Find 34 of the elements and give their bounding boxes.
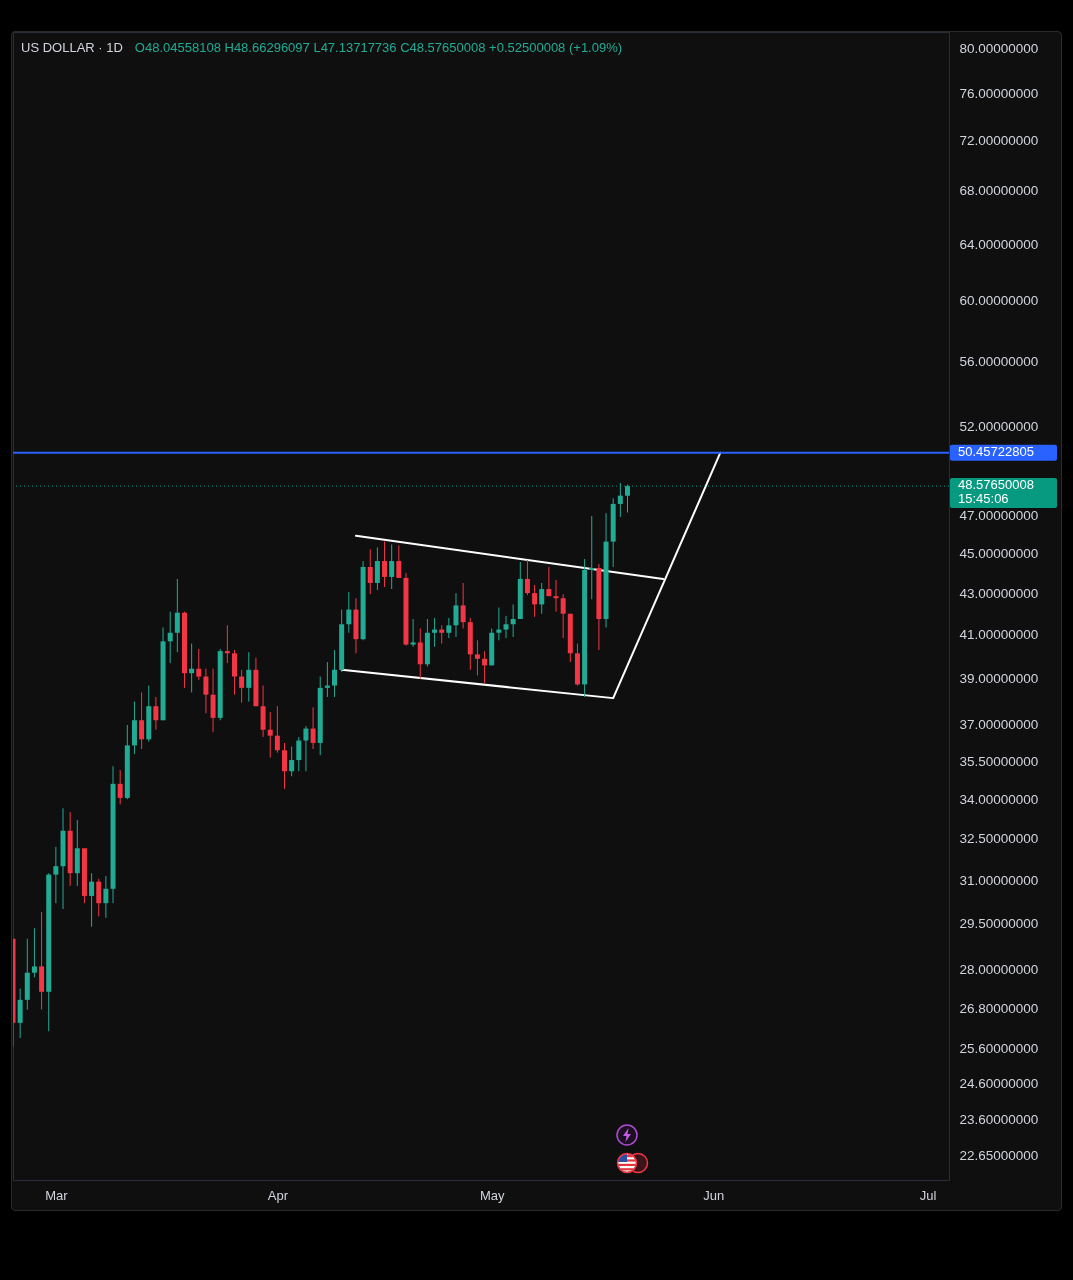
- y-tick-label: 64.00000000: [959, 236, 1039, 252]
- y-tick-label: 26.80000000: [959, 1000, 1039, 1016]
- y-tick-label: 37.00000000: [959, 717, 1039, 733]
- ref-line-label: 48.57650008 15:45:06: [958, 477, 1034, 507]
- y-tick-label: 41.00000000: [959, 627, 1039, 643]
- y-tick-label: 56.00000000: [959, 353, 1039, 369]
- y-tick-label: 31.00000000: [959, 872, 1039, 888]
- y-tick-label: 29.50000000: [959, 916, 1039, 932]
- y-tick-label: 45.00000000: [959, 545, 1039, 561]
- y-tick-label: 28.00000000: [959, 962, 1039, 978]
- x-tick-label: Jun: [703, 1187, 725, 1203]
- y-tick-label: 23.60000000: [959, 1112, 1039, 1128]
- y-tick-label: 72.00000000: [959, 133, 1039, 149]
- y-tick-label: 39.00000000: [959, 671, 1039, 687]
- y-tick-label: 34.00000000: [959, 791, 1039, 807]
- y-tick-label: 80.00000000: [959, 40, 1039, 56]
- text: O48.04558108 H48.66296097 L47.13717736 C48.57650008 +0.52500008 (+1.09%): [134, 40, 623, 55]
- y-tick-label: 43.00000000: [959, 585, 1039, 601]
- y-tick-label: 22.65000000: [959, 1148, 1039, 1164]
- y-tick-label: 32.50000000: [959, 831, 1039, 847]
- ref-line-label: 50.45722805: [958, 443, 1034, 459]
- x-tick-label: Mar: [45, 1187, 69, 1203]
- x-tick-label: Jul: [919, 1187, 937, 1203]
- y-tick-label: 68.00000000: [959, 183, 1039, 199]
- y-tick-label: 35.50000000: [959, 753, 1039, 769]
- x-tick-label: May: [479, 1187, 505, 1203]
- y-tick-label: 47.00000000: [959, 507, 1039, 523]
- y-tick-label: 60.00000000: [959, 293, 1039, 309]
- y-tick-label: 76.00000000: [959, 85, 1039, 101]
- y-tick-label: 52.00000000: [959, 418, 1039, 434]
- y-tick-label: 24.60000000: [959, 1075, 1039, 1091]
- text: US DOLLAR · 1D: [21, 40, 123, 55]
- y-tick-label: 25.60000000: [959, 1040, 1039, 1056]
- x-tick-label: Apr: [267, 1187, 289, 1203]
